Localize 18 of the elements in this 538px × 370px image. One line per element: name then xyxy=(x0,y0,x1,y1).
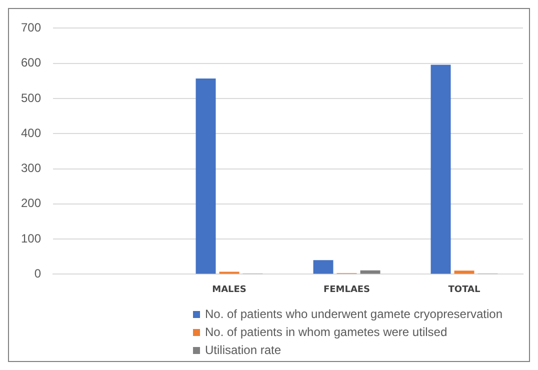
y-tick-label: 100 xyxy=(20,231,42,246)
y-tick-label: 400 xyxy=(20,126,42,140)
x-tick-label: MALES xyxy=(212,284,246,295)
legend-label: Utilisation rate xyxy=(205,343,282,357)
y-tick-label: 0 xyxy=(34,266,42,281)
bar xyxy=(313,260,334,274)
x-tick-label: TOTAL xyxy=(448,284,480,295)
y-tick-label: 300 xyxy=(20,161,42,176)
legend-label: No. of patients in whom gametes were utilsed xyxy=(205,325,448,339)
bar xyxy=(430,64,451,274)
y-tick-label: 700 xyxy=(20,20,42,35)
y-tick-label: 600 xyxy=(20,56,42,70)
bar xyxy=(454,270,474,274)
y-tick-label: 200 xyxy=(20,196,42,210)
x-tick-label: FEMLAES xyxy=(323,284,370,295)
y-tick-label: 500 xyxy=(20,90,42,105)
legend-label: No. of patients who underwent gamete cryopreservation xyxy=(205,307,502,321)
bar xyxy=(196,78,216,274)
